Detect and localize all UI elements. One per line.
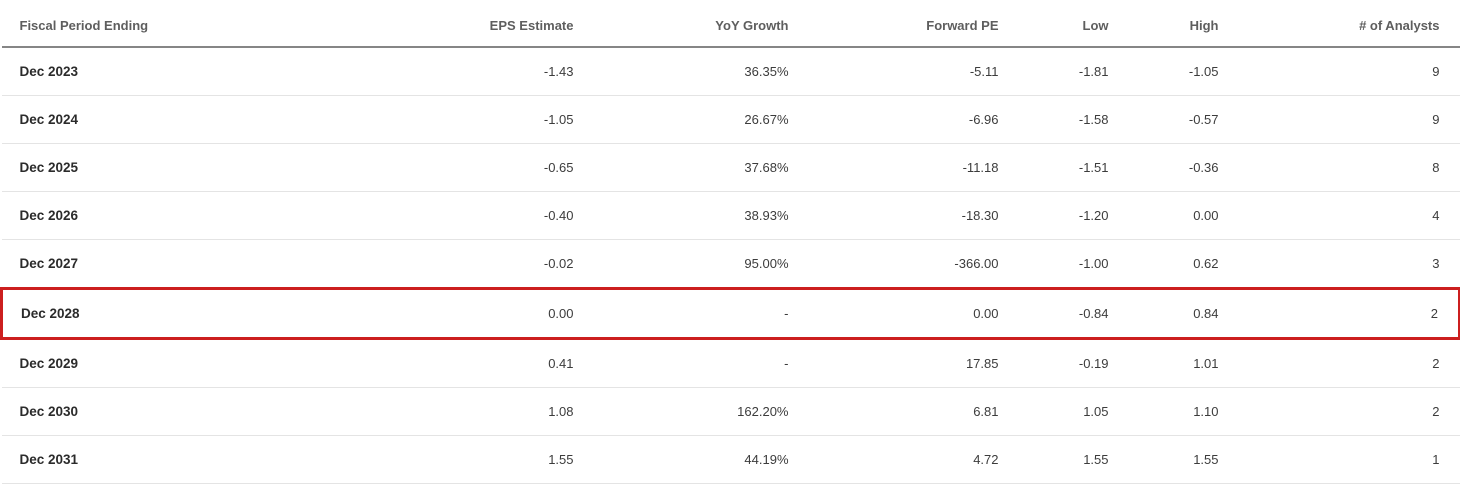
cell-high: 1.01 <box>1108 338 1219 388</box>
header-row: Fiscal Period Ending EPS Estimate YoY Gr… <box>1 6 1460 48</box>
cell-yoy-growth: - <box>573 338 789 388</box>
cell-eps-estimate: 1.55 <box>441 435 574 484</box>
cell-period: Dec 2025 <box>1 143 442 192</box>
column-header-forward-pe: Forward PE <box>788 6 999 48</box>
cell-high: 0.62 <box>1108 239 1219 289</box>
estimates-table: Fiscal Period Ending EPS Estimate YoY Gr… <box>0 6 1460 484</box>
cell-high: 1.10 <box>1108 387 1219 436</box>
table-row: Dec 2027 -0.02 95.00% -366.00 -1.00 0.62… <box>1 239 1460 289</box>
column-header-analysts: # of Analysts <box>1218 6 1460 48</box>
cell-high: 0.84 <box>1108 287 1219 340</box>
cell-yoy-growth: - <box>573 287 789 340</box>
cell-eps-estimate: -0.65 <box>441 143 574 192</box>
cell-forward-pe: 0.00 <box>788 287 999 340</box>
cell-eps-estimate: -0.02 <box>441 239 574 289</box>
cell-low: -0.19 <box>998 338 1109 388</box>
cell-low: 1.05 <box>998 387 1109 436</box>
cell-period: Dec 2030 <box>1 387 442 436</box>
cell-analysts: 8 <box>1218 143 1460 192</box>
cell-analysts: 3 <box>1218 239 1460 289</box>
cell-low: -1.51 <box>998 143 1109 192</box>
cell-low: -1.20 <box>998 191 1109 240</box>
table-row: Dec 2025 -0.65 37.68% -11.18 -1.51 -0.36… <box>1 143 1460 192</box>
cell-low: -0.84 <box>998 287 1109 340</box>
cell-analysts: 9 <box>1218 95 1460 144</box>
cell-period: Dec 2024 <box>1 95 442 144</box>
cell-low: 1.55 <box>998 435 1109 484</box>
cell-period: Dec 2028 <box>0 287 442 340</box>
highlighted-table-row: Dec 2028 0.00 - 0.00 -0.84 0.84 2 <box>0 287 1460 340</box>
table-row: Dec 2029 0.41 - 17.85 -0.19 1.01 2 <box>1 338 1460 388</box>
cell-yoy-growth: 44.19% <box>573 435 789 484</box>
cell-eps-estimate: 0.00 <box>441 287 574 340</box>
cell-period: Dec 2027 <box>1 239 442 289</box>
cell-analysts: 2 <box>1218 387 1460 436</box>
cell-eps-estimate: -1.43 <box>441 47 574 96</box>
cell-period: Dec 2026 <box>1 191 442 240</box>
cell-forward-pe: -5.11 <box>788 47 999 96</box>
cell-analysts: 4 <box>1218 191 1460 240</box>
cell-forward-pe: 4.72 <box>788 435 999 484</box>
cell-high: -0.36 <box>1108 143 1219 192</box>
table-row: Dec 2026 -0.40 38.93% -18.30 -1.20 0.00 … <box>1 191 1460 240</box>
column-header-eps-estimate: EPS Estimate <box>441 6 574 48</box>
cell-low: -1.58 <box>998 95 1109 144</box>
cell-forward-pe: 17.85 <box>788 338 999 388</box>
table-row: Dec 2031 1.55 44.19% 4.72 1.55 1.55 1 <box>1 435 1460 484</box>
cell-low: -1.81 <box>998 47 1109 96</box>
cell-eps-estimate: 1.08 <box>441 387 574 436</box>
cell-yoy-growth: 162.20% <box>573 387 789 436</box>
cell-high: 1.55 <box>1108 435 1219 484</box>
table-row: Dec 2023 -1.43 36.35% -5.11 -1.81 -1.05 … <box>1 47 1460 96</box>
cell-eps-estimate: 0.41 <box>441 338 574 388</box>
cell-period: Dec 2023 <box>1 47 442 96</box>
cell-high: -0.57 <box>1108 95 1219 144</box>
cell-yoy-growth: 37.68% <box>573 143 789 192</box>
table-row: Dec 2024 -1.05 26.67% -6.96 -1.58 -0.57 … <box>1 95 1460 144</box>
table-body: Dec 2023 -1.43 36.35% -5.11 -1.81 -1.05 … <box>0 47 1460 484</box>
table-row: Dec 2030 1.08 162.20% 6.81 1.05 1.10 2 <box>1 387 1460 436</box>
cell-forward-pe: -366.00 <box>788 239 999 289</box>
cell-eps-estimate: -0.40 <box>441 191 574 240</box>
table-header: Fiscal Period Ending EPS Estimate YoY Gr… <box>1 6 1460 48</box>
cell-forward-pe: -11.18 <box>788 143 999 192</box>
cell-eps-estimate: -1.05 <box>441 95 574 144</box>
cell-period: Dec 2029 <box>1 338 442 388</box>
cell-high: -1.05 <box>1108 47 1219 96</box>
cell-analysts: 2 <box>1218 287 1460 340</box>
cell-analysts: 2 <box>1218 338 1460 388</box>
cell-yoy-growth: 36.35% <box>573 47 789 96</box>
cell-forward-pe: -6.96 <box>788 95 999 144</box>
cell-high: 0.00 <box>1108 191 1219 240</box>
cell-analysts: 9 <box>1218 47 1460 96</box>
cell-yoy-growth: 38.93% <box>573 191 789 240</box>
cell-forward-pe: 6.81 <box>788 387 999 436</box>
column-header-fiscal-period: Fiscal Period Ending <box>1 6 442 48</box>
column-header-yoy-growth: YoY Growth <box>573 6 789 48</box>
cell-forward-pe: -18.30 <box>788 191 999 240</box>
cell-analysts: 1 <box>1218 435 1460 484</box>
cell-yoy-growth: 95.00% <box>573 239 789 289</box>
column-header-high: High <box>1108 6 1219 48</box>
cell-low: -1.00 <box>998 239 1109 289</box>
column-header-low: Low <box>998 6 1109 48</box>
cell-yoy-growth: 26.67% <box>573 95 789 144</box>
cell-period: Dec 2031 <box>1 435 442 484</box>
